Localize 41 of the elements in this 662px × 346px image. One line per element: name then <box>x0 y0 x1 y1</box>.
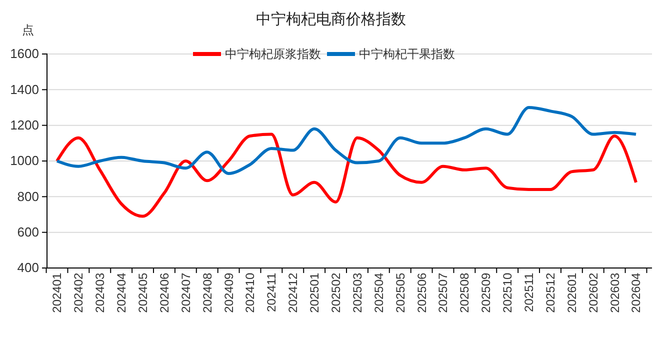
x-tick-label: 202501 <box>308 272 322 313</box>
x-tick-label: 202604 <box>629 272 644 313</box>
x-tick-label: 202404 <box>114 272 129 313</box>
y-tick-label: 1200 <box>10 117 39 132</box>
x-tick-label: 202512 <box>543 272 558 313</box>
x-tick-label: 202504 <box>372 272 386 313</box>
x-tick-label: 202508 <box>458 272 472 313</box>
y-tick-label: 800 <box>17 188 39 204</box>
x-tick-label: 202602 <box>586 272 600 313</box>
line-series <box>56 132 638 218</box>
line-series <box>56 106 638 175</box>
x-tick-label: 202410 <box>243 272 258 313</box>
x-tick-label: 202507 <box>436 272 450 313</box>
x-tick-label: 202511 <box>522 272 536 312</box>
legend-label: 中宁枸杞原浆指数 <box>225 47 321 61</box>
x-tick-label: 202510 <box>500 272 515 313</box>
y-tick-label: 1000 <box>10 153 39 168</box>
x-tick-label: 202409 <box>222 272 236 313</box>
y-tick-label: 1400 <box>10 82 39 97</box>
x-tick-label: 202601 <box>564 272 579 313</box>
x-tick-label: 202506 <box>414 272 429 313</box>
y-axis-title: 点 <box>22 23 34 37</box>
x-tick-label: 202502 <box>328 272 343 313</box>
x-tick-label: 202503 <box>350 272 364 313</box>
x-tick-label: 202509 <box>479 272 494 313</box>
x-tick-label: 202505 <box>393 272 408 313</box>
x-tick-label: 202412 <box>286 272 300 313</box>
legend-label: 中宁枸杞干果指数 <box>359 47 455 61</box>
x-tick-label: 202405 <box>136 272 150 313</box>
x-tick-label: 202406 <box>157 272 172 313</box>
x-tick-label: 202401 <box>50 272 64 313</box>
chart-title: 中宁枸杞电商价格指数 <box>256 10 406 28</box>
x-tick-label: 202603 <box>608 272 622 313</box>
y-tick-label: 400 <box>17 260 39 276</box>
x-tick-label: 202411 <box>264 272 279 312</box>
x-tick-label: 202407 <box>178 272 193 313</box>
x-tick-label: 202403 <box>93 272 108 313</box>
x-tick-label: 202402 <box>72 272 86 313</box>
x-tick-label: 202408 <box>200 272 214 313</box>
y-tick-label: 600 <box>17 224 39 240</box>
y-tick-label: 1600 <box>10 46 39 62</box>
